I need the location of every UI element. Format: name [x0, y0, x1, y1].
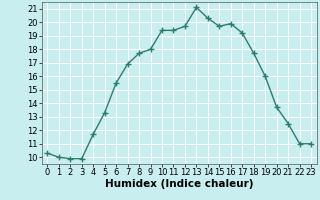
X-axis label: Humidex (Indice chaleur): Humidex (Indice chaleur) [105, 179, 253, 189]
